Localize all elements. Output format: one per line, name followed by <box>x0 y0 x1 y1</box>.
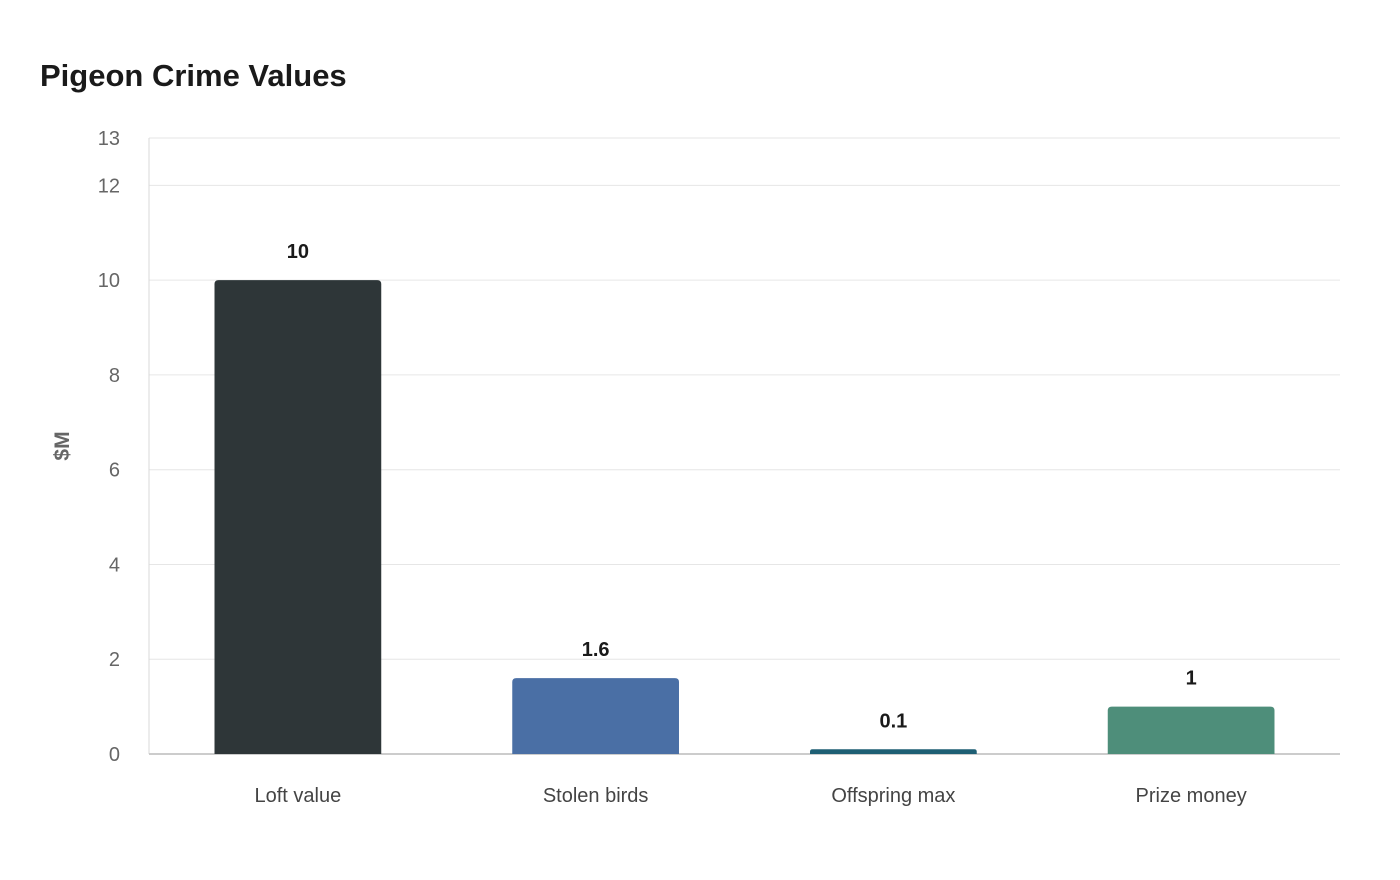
y-tick-label: 2 <box>109 649 120 671</box>
bar-prize-money <box>1107 706 1275 754</box>
labels: 0 2 4 6 8 10 12 13 10 Loft value 1.6 Stolen birds 0.… <box>98 128 1247 807</box>
bar-stolen-birds <box>512 678 679 754</box>
data-label: 1.6 <box>582 639 610 661</box>
x-tick-label: Prize money <box>1136 785 1247 807</box>
data-label: 10 <box>287 241 309 263</box>
data-label: 0.1 <box>879 710 907 732</box>
y-tick-label: 4 <box>109 554 120 576</box>
x-tick-label: Stolen birds <box>543 785 649 807</box>
data-label: 1 <box>1186 668 1197 690</box>
x-tick-label: Loft value <box>255 785 342 807</box>
y-axis-title: $M <box>51 431 74 460</box>
y-tick-label: 8 <box>109 365 120 387</box>
bars <box>214 280 1275 754</box>
y-tick-label: 6 <box>109 460 120 482</box>
bar-offspring-max <box>810 749 977 754</box>
chart-title: Pigeon Crime Values <box>40 58 347 93</box>
y-tick-label: 10 <box>98 270 120 292</box>
y-tick-label: 12 <box>98 175 120 197</box>
y-tick-label: 0 <box>109 744 120 766</box>
bar-loft-value <box>214 280 382 754</box>
y-tick-label: 13 <box>98 128 120 150</box>
x-tick-label: Offspring max <box>831 785 955 807</box>
